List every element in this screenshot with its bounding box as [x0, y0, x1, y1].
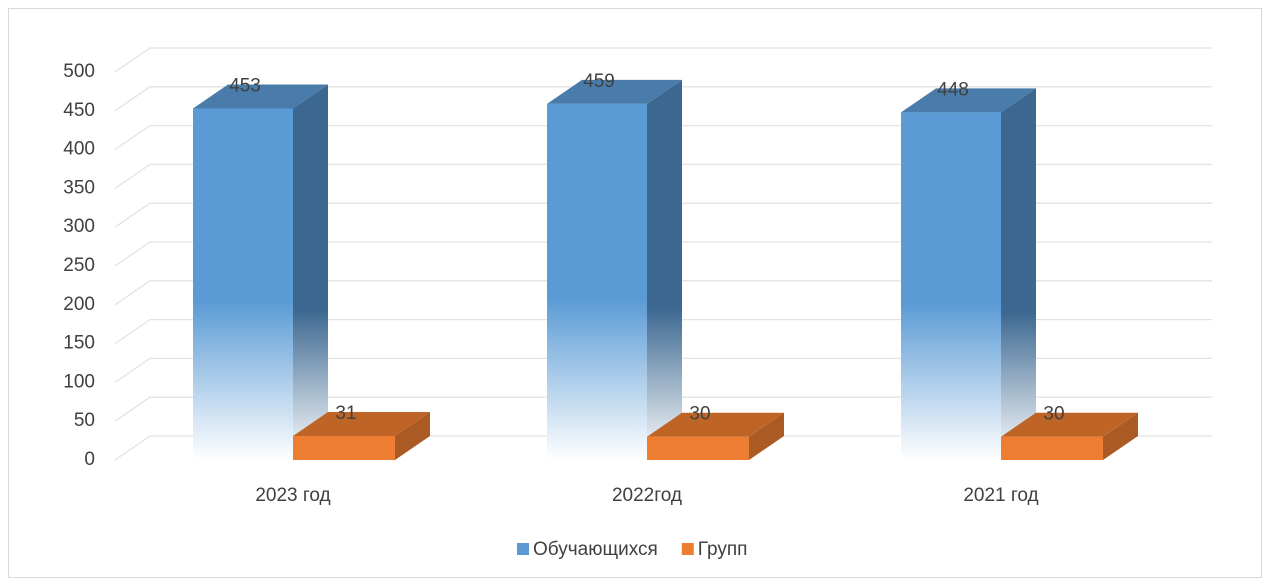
grid-line	[114, 86, 1212, 112]
y-tick-label: 50	[74, 410, 95, 431]
bar	[547, 103, 647, 460]
grid-line	[114, 202, 1212, 228]
y-tick-label: 350	[63, 177, 95, 198]
grid-line	[114, 318, 1212, 345]
y-tick-label: 100	[63, 371, 95, 392]
bar-side	[1001, 88, 1036, 461]
y-tick-label: 300	[63, 216, 95, 237]
bar-top	[647, 412, 784, 437]
grid-line	[114, 357, 1212, 383]
data-label: 30	[1043, 404, 1064, 425]
data-label: 453	[229, 75, 261, 96]
data-label: 31	[335, 403, 356, 424]
bar-side	[749, 412, 784, 460]
x-tick-label: 2021 год	[963, 485, 1038, 506]
y-tick-label: 400	[63, 139, 95, 160]
grid-line	[114, 280, 1212, 306]
y-tick-label: 0	[84, 449, 95, 470]
grid-line	[114, 124, 1212, 151]
bar-top	[293, 411, 430, 436]
x-tick-label: 2023 год	[255, 485, 330, 506]
bar	[1001, 436, 1103, 460]
bar-top	[901, 88, 1036, 113]
legend-swatch	[517, 543, 529, 555]
bar-top	[1001, 412, 1138, 437]
bar	[293, 435, 395, 460]
bar	[901, 112, 1001, 461]
grid-line	[114, 435, 1212, 461]
y-tick-label: 150	[63, 333, 95, 354]
y-tick-label: 450	[63, 100, 95, 121]
x-tick-label: 2022год	[612, 485, 682, 506]
legend-label: Групп	[698, 539, 748, 560]
bar-top	[193, 84, 328, 109]
bar-side	[647, 79, 682, 460]
grid-line	[114, 241, 1212, 267]
bar-side	[293, 84, 328, 461]
bar	[647, 436, 749, 460]
bar-top	[547, 79, 682, 104]
y-tick-label: 200	[63, 294, 95, 315]
grid-line	[114, 47, 1212, 73]
grid-line	[114, 163, 1212, 189]
bar-side	[395, 411, 430, 460]
bar	[193, 108, 293, 461]
y-tick-label: 250	[63, 255, 95, 276]
bar-side	[1103, 412, 1138, 460]
data-label: 448	[937, 79, 969, 100]
data-label: 30	[689, 404, 710, 425]
y-tick-label: 500	[63, 61, 95, 82]
legend-swatch	[681, 543, 694, 555]
grid-line	[114, 396, 1212, 422]
legend-label: Обучающихся	[533, 539, 658, 560]
data-label: 459	[583, 71, 615, 92]
